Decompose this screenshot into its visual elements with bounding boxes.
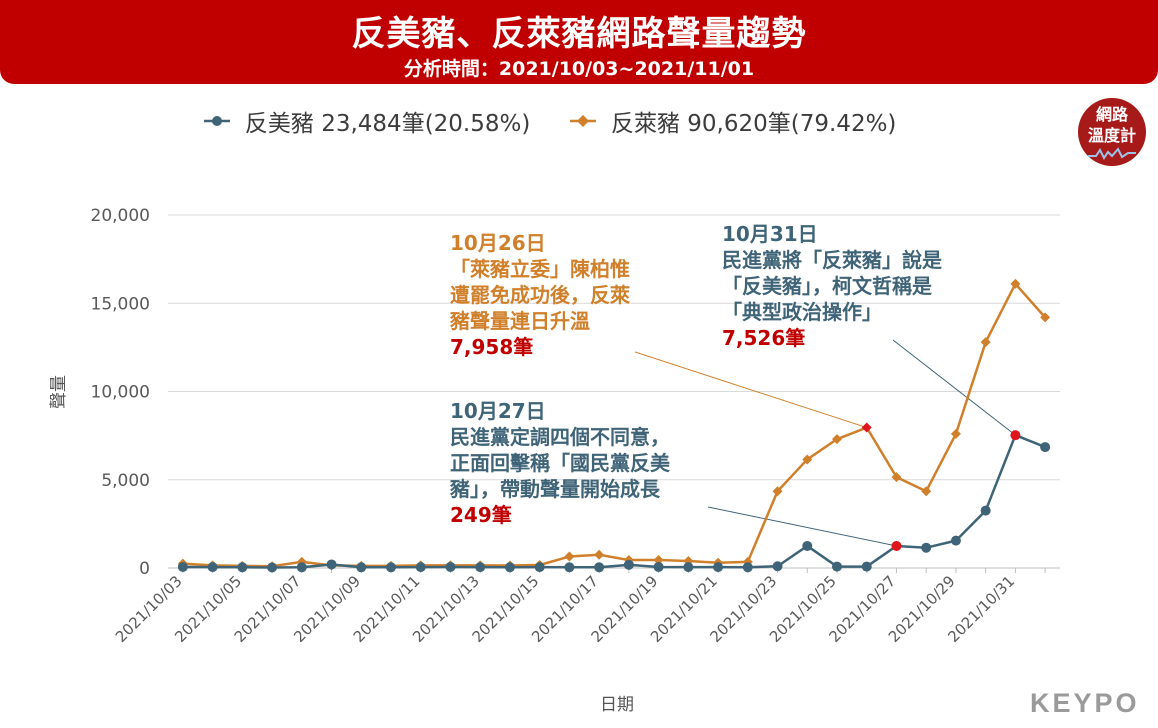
data-point [832, 434, 842, 445]
x-axis-title: 日期 [600, 695, 634, 715]
data-point [683, 562, 694, 573]
data-point [832, 561, 842, 572]
net-thermometer-badge: 網路 溫度計 [1078, 98, 1146, 166]
annotation-text-line: 「萊豬立委」陳柏惟 [450, 257, 630, 281]
series-markers [177, 278, 1051, 573]
annotation-date: 10月27日 [450, 399, 546, 423]
annotation-text-line: 民進黨將「反萊豬」說是 [722, 248, 942, 272]
data-point [623, 559, 634, 570]
y-tick-label: 20,000 [91, 206, 150, 226]
data-point [237, 562, 248, 573]
data-point [1040, 312, 1051, 323]
data-point [861, 561, 872, 572]
data-point [653, 555, 664, 566]
title-banner: 反美豬、反萊豬網路聲量趨勢 分析時間：2021/10/03~2021/11/01 [0, 0, 1158, 84]
data-point [802, 454, 813, 465]
annotation-leader-line [634, 351, 867, 429]
data-point [267, 562, 278, 573]
legend-entry-anti-ractopamine-pork[interactable]: 反萊豬 90,620筆(79.42%) [569, 104, 897, 138]
legend-diamond-marker-icon [569, 115, 596, 127]
data-point [921, 486, 932, 497]
y-tick-label: 15,000 [91, 294, 150, 314]
data-point [713, 562, 724, 573]
annotation-leader-lines [634, 339, 1016, 547]
annotation-leader-line [707, 506, 897, 547]
data-point [475, 562, 486, 573]
legend-label: 反美豬 23,484筆(20.58%) [244, 111, 531, 137]
data-point [564, 562, 575, 573]
data-point [594, 549, 605, 560]
keypo-logo: KEYPO [1030, 688, 1140, 718]
annotation-text-line: 遭罷免成功後，反萊 [450, 283, 631, 307]
data-point [921, 542, 932, 553]
legend-circle-marker-icon [203, 116, 230, 126]
chart-gridlines [168, 214, 1060, 569]
data-point [207, 562, 218, 573]
data-point [1010, 430, 1021, 441]
y-tick-label: 5,000 [101, 471, 150, 491]
x-axis-ticks: 2021/10/032021/10/052021/10/072021/10/09… [112, 568, 1046, 646]
pulse-wave-icon [1088, 147, 1136, 160]
annotation-text-line: 正面回擊稱「國民黨反美 [450, 451, 671, 475]
data-point [980, 337, 991, 348]
data-point [772, 486, 783, 497]
data-point [296, 562, 307, 573]
data-point [980, 505, 991, 516]
annotation-count: 7,526筆 [722, 326, 805, 350]
data-point [386, 562, 396, 573]
data-point [564, 551, 575, 562]
data-point [891, 472, 902, 483]
annotation-date: 10月31日 [722, 222, 818, 246]
data-point [891, 540, 902, 551]
data-point [861, 422, 872, 433]
annotation-count: 7,958筆 [450, 335, 533, 359]
data-point [950, 428, 961, 439]
annotation-text-line: 「典型政治操作」 [722, 300, 882, 324]
y-tick-label: 0 [139, 559, 150, 579]
y-axis-title: 聲量 [49, 375, 69, 409]
annotation-ann-1031: 10月31日 民進黨將「反萊豬」說是「反美豬」，柯文哲稱是「典型政治操作」7,5… [722, 222, 942, 350]
data-point [653, 561, 664, 572]
annotation-text-line: 豬聲量連日升溫 [449, 309, 590, 333]
data-point [950, 535, 961, 546]
badge-line-1: 網路 [1095, 105, 1128, 124]
page-title: 反美豬、反萊豬網路聲量趨勢 [351, 14, 807, 54]
y-tick-label: 10,000 [91, 383, 150, 403]
legend-label: 反萊豬 90,620筆(79.42%) [610, 111, 897, 137]
data-point [742, 562, 753, 573]
data-point [445, 561, 456, 572]
data-point [326, 559, 337, 570]
data-point [504, 562, 515, 573]
badge-line-2: 溫度計 [1087, 126, 1136, 145]
data-point [177, 561, 188, 572]
annotation-text-line: 「反美豬」，柯文哲稱是 [722, 274, 932, 298]
annotation-count: 249筆 [450, 503, 512, 527]
annotation-text-line: 豬」，帶動聲量開始成長 [449, 477, 661, 501]
annotation-ann-1027: 10月27日民進黨定調四個不同意，正面回擊稱「國民黨反美豬」，帶動聲量開始成長2… [449, 399, 671, 527]
annotation-date: 10月26日 [450, 231, 546, 255]
legend-entry-anti-us-pork[interactable]: 反美豬 23,484筆(20.58%) [203, 104, 531, 138]
data-point [594, 562, 605, 573]
annotation-text-line: 民進黨定調四個不同意， [450, 425, 670, 449]
data-point [1010, 278, 1021, 289]
data-point [356, 562, 367, 573]
annotation-leader-line [892, 339, 1016, 436]
chart-legend: 反美豬 23,484筆(20.58%) 反萊豬 90,620筆(79.42%) [0, 104, 1100, 138]
data-point [534, 562, 545, 573]
y-axis-ticks: 0 5,000 10,000 15,000 20,000 [91, 206, 150, 579]
data-point [802, 540, 813, 551]
analysis-period: 分析時間：2021/10/03~2021/11/01 [403, 58, 755, 80]
data-point [772, 561, 783, 572]
data-point [415, 562, 426, 573]
chart-annotations: 10月26日「萊豬立委」陳柏惟遭罷免成功後，反萊豬聲量連日升溫7,958筆10月… [449, 222, 942, 527]
data-point [1040, 442, 1051, 453]
